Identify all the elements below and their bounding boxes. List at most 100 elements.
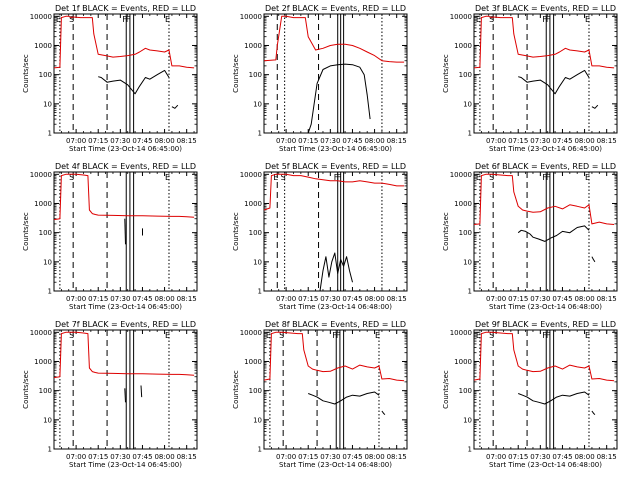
- x-tick-label: 08:15: [177, 137, 197, 145]
- y-tick-label: 1000: [34, 358, 52, 366]
- x-tick-label: 07:15: [508, 137, 528, 145]
- time-marker-label: E: [476, 331, 481, 340]
- x-axis-label: Start Time (23-Oct-14 06:48:00): [279, 461, 392, 469]
- events-series-line: [517, 225, 590, 242]
- y-axis-label: Counts/sec: [232, 54, 240, 93]
- x-axis-label: Start Time (23-Oct-14 06:48:00): [279, 303, 392, 311]
- y-tick-label: 1000: [454, 200, 472, 208]
- y-axis-label: Counts/sec: [22, 370, 30, 409]
- y-tick-label: 10000: [30, 329, 52, 337]
- time-marker-label: S: [69, 173, 74, 182]
- x-tick-label: 08:00: [154, 137, 174, 145]
- lld-series-line: [263, 173, 405, 211]
- x-tick-label: 07:15: [88, 295, 108, 303]
- x-tick-label: 07:45: [552, 453, 572, 461]
- lld-series-line: [53, 15, 195, 69]
- time-marker-label: F: [542, 331, 547, 340]
- events-series-line: [381, 410, 386, 416]
- x-tick-label: 08:00: [574, 453, 594, 461]
- x-tick-label: 07:45: [132, 453, 152, 461]
- y-tick-label: 1: [468, 288, 472, 296]
- y-tick-label: 100: [39, 71, 52, 79]
- time-marker-label: E: [266, 331, 271, 340]
- x-tick-label: 08:00: [364, 137, 384, 145]
- x-axis-label: Start Time (23-Oct-14 06:48:00): [489, 303, 602, 311]
- x-tick-label: 07:30: [110, 295, 130, 303]
- y-tick-label: 1000: [454, 42, 472, 50]
- plot-frame: [263, 329, 408, 450]
- y-tick-label: 10: [43, 258, 52, 266]
- x-tick-label: 08:15: [177, 453, 197, 461]
- x-tick-label: 07:15: [508, 295, 528, 303]
- time-marker-label: E: [56, 15, 61, 24]
- time-marker-label: F: [126, 15, 131, 24]
- plot-frame: [263, 13, 408, 134]
- x-tick-label: 08:15: [387, 295, 407, 303]
- y-tick-label: 10: [253, 258, 262, 266]
- time-marker-label: F: [336, 331, 341, 340]
- time-marker-label: E: [375, 331, 380, 340]
- plot-frame: [473, 329, 618, 450]
- y-tick-label: 10000: [30, 13, 52, 21]
- x-tick-label: 07:30: [320, 453, 340, 461]
- y-tick-label: 100: [39, 387, 52, 395]
- chart-panel-7: Det 7f BLACK = Events, RED = LLD 1 10 100 10…: [22, 320, 198, 469]
- y-axis-label: Counts/sec: [232, 370, 240, 409]
- chart-panel-1: Det 1f BLACK = Events, RED = LLD 1 10 100 10…: [22, 4, 198, 153]
- y-tick-label: 1: [258, 446, 262, 454]
- time-marker-label: F: [546, 15, 551, 24]
- events-series-line: [591, 104, 599, 109]
- time-marker-label: E: [476, 173, 481, 182]
- time-marker-label: E: [585, 173, 590, 182]
- y-tick-label: 100: [459, 387, 472, 395]
- events-series-line: [319, 252, 353, 292]
- x-tick-label: 08:00: [574, 137, 594, 145]
- y-tick-label: 1000: [454, 358, 472, 366]
- chart-title: Det 1f BLACK = Events, RED = LLD: [55, 4, 196, 13]
- x-tick-label: 08:00: [364, 453, 384, 461]
- plot-frame: [473, 13, 618, 134]
- x-tick-label: 07:00: [486, 295, 506, 303]
- time-marker-label: E: [273, 173, 278, 182]
- time-marker-label: S: [489, 173, 494, 182]
- y-axis-label: Counts/sec: [442, 370, 450, 409]
- lld-series-line: [53, 331, 195, 379]
- time-marker-label: E: [585, 15, 590, 24]
- y-tick-label: 1: [48, 446, 52, 454]
- x-tick-label: 07:15: [508, 453, 528, 461]
- lld-series-line: [263, 15, 405, 63]
- x-tick-label: 07:00: [276, 137, 296, 145]
- time-marker-label: E: [165, 173, 170, 182]
- x-tick-label: 08:00: [364, 295, 384, 303]
- time-marker-label: S: [489, 331, 494, 340]
- y-tick-label: 10: [253, 100, 262, 108]
- y-tick-label: 10: [463, 258, 472, 266]
- time-marker-label: F: [542, 15, 547, 24]
- y-axis-label: Counts/sec: [442, 212, 450, 251]
- x-tick-label: 08:00: [574, 295, 594, 303]
- x-tick-label: 07:30: [530, 137, 550, 145]
- plot-frame: [53, 171, 198, 292]
- x-tick-label: 07:15: [298, 295, 318, 303]
- chart-panel-8: Det 8f BLACK = Events, RED = LLD 1 10 100 10…: [232, 320, 408, 469]
- chart-title: Det 8f BLACK = Events, RED = LLD: [265, 320, 406, 329]
- time-marker-label: F: [337, 173, 342, 182]
- x-tick-label: 07:30: [530, 295, 550, 303]
- lld-series-line: [53, 173, 195, 221]
- lld-series-line: [473, 173, 615, 225]
- time-marker-label: E: [476, 15, 481, 24]
- y-tick-label: 100: [249, 71, 262, 79]
- plot-frame: [53, 13, 198, 134]
- y-tick-label: 100: [459, 229, 472, 237]
- x-tick-label: 08:00: [154, 453, 174, 461]
- chart-panel-6: Det 6f BLACK = Events, RED = LLD 1 10 100 10…: [442, 162, 618, 311]
- events-series-line: [307, 63, 371, 134]
- x-axis-label: Start Time (23-Oct-14 06:48:00): [489, 461, 602, 469]
- x-tick-label: 07:15: [298, 453, 318, 461]
- events-series-line: [518, 391, 590, 405]
- y-tick-label: 10: [463, 416, 472, 424]
- y-tick-label: 100: [39, 229, 52, 237]
- time-marker-label: F: [546, 173, 551, 182]
- time-marker-label: E: [165, 331, 170, 340]
- y-tick-label: 1: [468, 130, 472, 138]
